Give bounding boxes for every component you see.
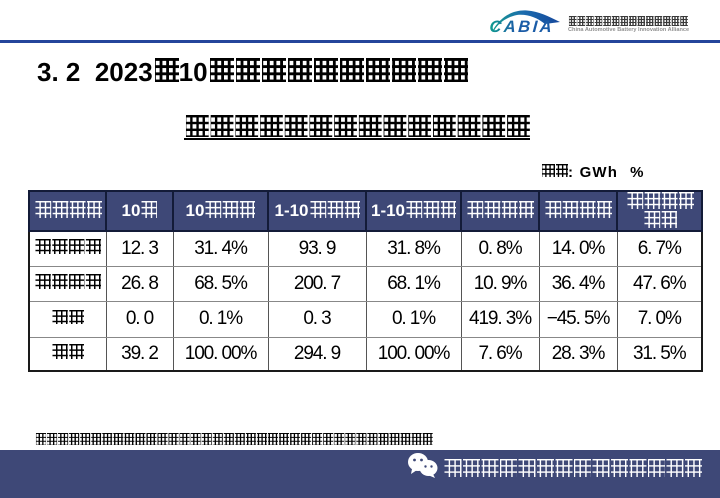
svg-text:CABIA: CABIA [489, 17, 555, 36]
